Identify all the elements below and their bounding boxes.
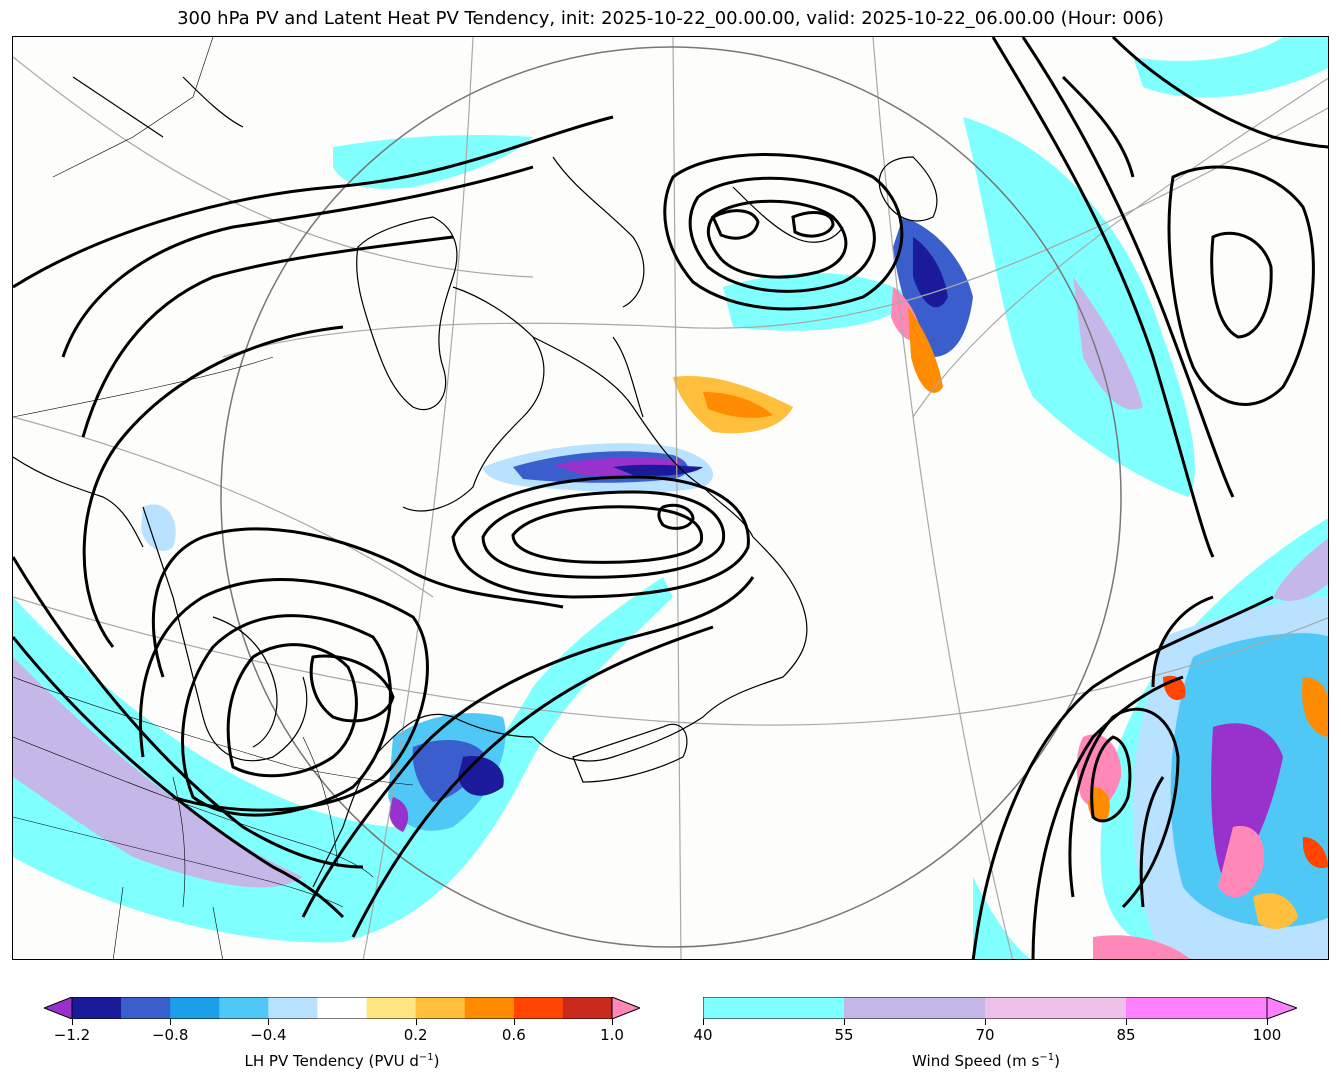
pv-tendency-shading — [141, 217, 1328, 959]
lh-tick-label: −1.2 — [53, 1026, 91, 1044]
lh-tick-label: −0.4 — [250, 1026, 287, 1044]
ws-tick-mark — [844, 1019, 845, 1025]
cbar-lh-cell — [121, 997, 171, 1019]
cbar-lh-cell — [562, 997, 613, 1019]
ws-tick-label: 40 — [693, 1026, 713, 1044]
lh-tick-label: 1.0 — [600, 1026, 624, 1044]
cbar-lh-under — [44, 997, 73, 1019]
graticule — [13, 37, 1328, 959]
cbar-lh-cell — [72, 997, 122, 1019]
ws-tick-label: 70 — [975, 1026, 995, 1044]
lh-tick-mark — [415, 1019, 417, 1025]
cbar-lh-over — [611, 997, 640, 1019]
lh-tick-mark — [612, 1019, 613, 1025]
cbar-lh-cell — [268, 997, 318, 1019]
ws-colorbar-label: Wind Speed (m s−1) — [912, 1052, 1060, 1070]
cbar-lh-cell — [415, 997, 466, 1019]
lh-tick-mark — [170, 1019, 172, 1025]
ws-tick-label: 100 — [1252, 1026, 1282, 1044]
lh-tick-label: 0.2 — [403, 1026, 428, 1044]
cbar-lh-cell — [513, 997, 564, 1019]
cbar-lh-cell — [219, 997, 269, 1019]
ws-tick-mark — [1126, 1019, 1127, 1025]
map-panel[interactable] — [12, 36, 1329, 960]
ws-tick-mark — [985, 1019, 986, 1025]
plot-title: 300 hPa PV and Latent Heat PV Tendency, … — [177, 8, 1164, 29]
lh-tick-mark — [268, 1019, 270, 1025]
cbar-ws-cell — [985, 997, 1127, 1019]
cbar-ws-cell — [703, 997, 845, 1019]
ws-tick-mark — [1267, 1019, 1268, 1025]
lh-colorbar-label: LH PV Tendency (PVU d−1) — [244, 1052, 440, 1070]
lh-tick-label: −0.8 — [151, 1026, 189, 1044]
cbar-lh-cell — [366, 997, 417, 1019]
cbar-ws-over — [1266, 997, 1297, 1019]
ws-tick-label: 55 — [834, 1026, 854, 1044]
cbar-lh-cell — [317, 997, 368, 1019]
pv-contours — [13, 37, 1328, 959]
wind-speed-colorbar — [703, 997, 1297, 1019]
latitude-circle — [220, 46, 1122, 948]
lh-tick-mark — [72, 1019, 73, 1025]
cbar-lh-cell — [170, 997, 220, 1019]
ws-tick-mark — [703, 1019, 704, 1025]
ws-tick-label: 85 — [1116, 1026, 1136, 1044]
lh-pv-tendency-colorbar — [44, 997, 640, 1019]
cbar-lh-cell — [464, 997, 515, 1019]
lh-tick-mark — [513, 1019, 515, 1025]
map-canvas — [13, 37, 1328, 959]
cbar-ws-cell — [1126, 997, 1268, 1019]
coastlines — [13, 76, 938, 888]
cbar-ws-cell — [844, 997, 986, 1019]
lh-tick-label: 0.6 — [501, 1026, 526, 1044]
